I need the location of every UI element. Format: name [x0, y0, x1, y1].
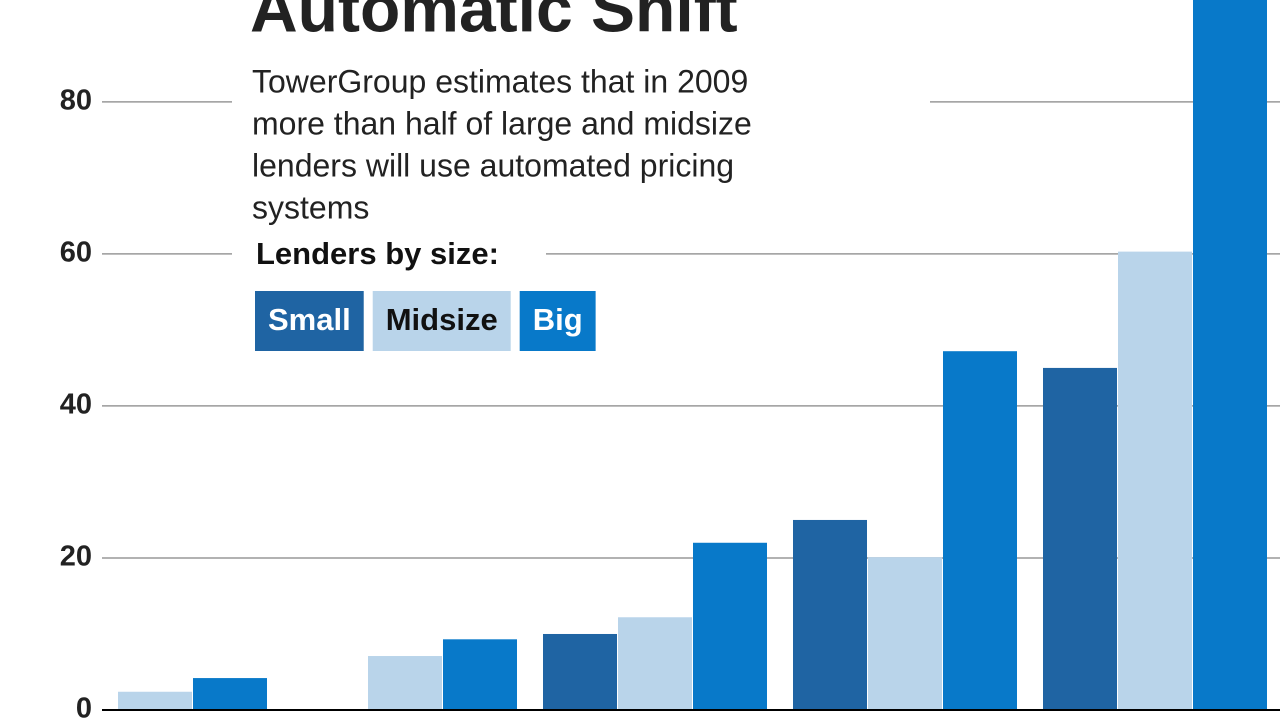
bar	[368, 656, 442, 710]
subtitle-line: TowerGroup estimates that in 2009	[252, 63, 748, 99]
y-tick-label: 40	[60, 389, 92, 421]
y-tick-label: 60	[60, 237, 92, 269]
y-tick-label: 0	[76, 693, 92, 720]
y-tick-label: 20	[60, 541, 92, 573]
bar	[118, 691, 192, 710]
bar	[943, 351, 1017, 710]
y-tick-label: 80	[60, 85, 92, 117]
bar	[618, 617, 692, 710]
legend-label: Midsize	[386, 302, 498, 337]
legend-swatch	[372, 291, 511, 351]
bar	[793, 519, 867, 710]
bars	[118, 0, 1267, 710]
bar	[1043, 367, 1117, 710]
bar	[193, 678, 267, 710]
bar	[1118, 251, 1192, 710]
bar	[543, 633, 617, 710]
subtitle-line: lenders will use automated pricing	[252, 147, 734, 183]
legend-title: Lenders by size:	[256, 236, 499, 271]
bar	[693, 542, 767, 710]
legend-label: Big	[533, 302, 583, 337]
subtitle-line: systems	[252, 189, 369, 225]
subtitle-line: more than half of large and midsize	[252, 105, 752, 141]
bar	[443, 639, 517, 710]
legend-label: Small	[268, 302, 351, 337]
bar	[1193, 0, 1267, 710]
bar	[868, 557, 942, 710]
legend-swatch	[519, 291, 596, 351]
legend-swatch	[255, 291, 364, 351]
text-backdrop	[232, 0, 930, 236]
chart-title: Automatic Shift	[250, 0, 738, 45]
legend: Small Midsize Big	[255, 291, 596, 351]
